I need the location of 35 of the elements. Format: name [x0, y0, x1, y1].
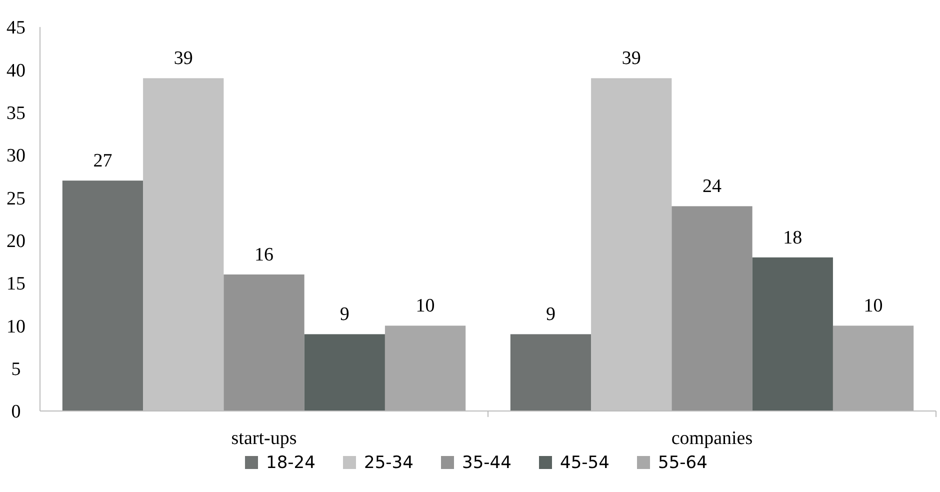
- y-tick-label: 15: [6, 274, 26, 295]
- legend-label: 35-44: [462, 452, 512, 473]
- y-tick-label: 25: [6, 188, 26, 210]
- legend-label: 55-64: [658, 452, 708, 473]
- data-label: 27: [93, 150, 112, 172]
- y-tick-label: 10: [6, 316, 26, 338]
- data-label: 39: [174, 48, 193, 70]
- bar: [510, 334, 592, 411]
- legend-label: 25-34: [364, 452, 414, 473]
- data-label: 9: [340, 304, 350, 326]
- data-label: 10: [864, 296, 883, 317]
- legend-label: 18-24: [266, 452, 316, 473]
- data-label: 16: [254, 244, 274, 266]
- bar: [832, 326, 914, 411]
- data-label: 9: [546, 304, 556, 326]
- y-tick-label: 5: [11, 358, 21, 380]
- y-tick-label: 45: [6, 18, 26, 39]
- y-tick-label: 35: [6, 102, 26, 124]
- bar: [672, 206, 752, 411]
- bar: [304, 334, 385, 411]
- data-label: 39: [622, 48, 641, 70]
- y-tick-label: 0: [11, 402, 21, 423]
- bar: [752, 257, 833, 411]
- x-tick-label: companies: [671, 428, 753, 449]
- y-tick-label: 30: [6, 146, 26, 167]
- bar: [62, 180, 144, 411]
- bar: [224, 274, 304, 411]
- x-tick-label: start-ups: [231, 428, 297, 449]
- y-tick-label: 40: [6, 60, 26, 82]
- bar: [384, 326, 466, 411]
- legend-label: 45-54: [560, 452, 610, 473]
- data-label: 24: [702, 176, 722, 198]
- y-tick-label: 20: [6, 230, 26, 252]
- data-label: 10: [416, 296, 435, 317]
- data-label: 18: [783, 227, 802, 248]
